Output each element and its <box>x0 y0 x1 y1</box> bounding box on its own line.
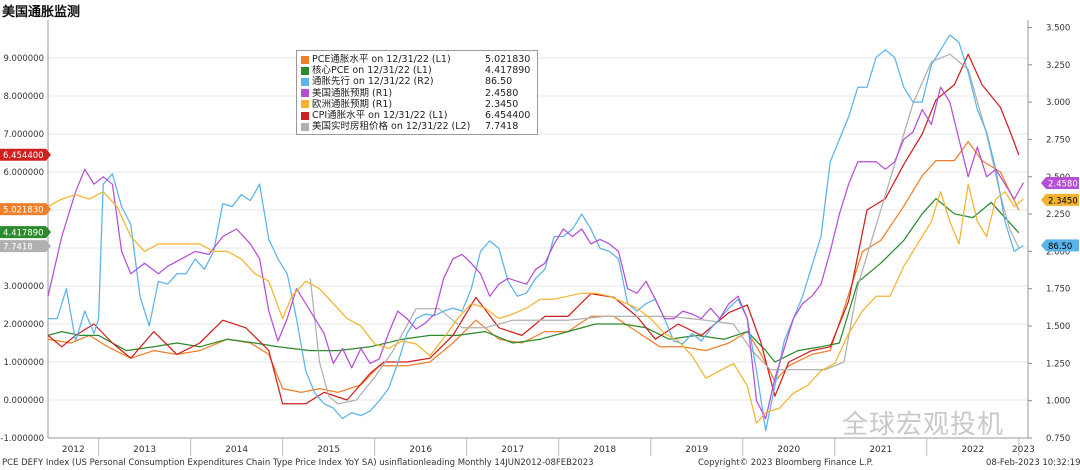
x-tick-label: 2017 <box>501 445 524 455</box>
right-end-label: 86.50 <box>1048 242 1072 252</box>
legend-swatch <box>301 122 309 131</box>
x-tick-label: 2021 <box>869 445 892 455</box>
legend-value: 7.7418 <box>485 121 519 133</box>
right-tick-label: 3.000 <box>1046 98 1070 108</box>
footer-source: PCE DEFY Index (US Personal Consumption … <box>2 458 594 468</box>
legend-label: 核心PCE on 12/31/22 (L1) <box>312 65 432 77</box>
legend-label: CPI通胀水平 on 12/31/22 (L1) <box>312 110 448 122</box>
x-tick-label: 2016 <box>409 445 432 455</box>
legend-swatch <box>301 55 309 64</box>
series-line <box>48 34 1024 432</box>
chart-footer: PCE DEFY Index (US Personal Consumption … <box>0 458 1080 470</box>
left-tick-label: -1.000000 <box>0 434 44 444</box>
x-tick-label: 2018 <box>593 445 616 455</box>
left-end-label: 4.417890 <box>3 229 44 239</box>
x-tick-label: 2022 <box>961 445 984 455</box>
legend-item: CPI通胀水平 on 12/31/22 (L1) 6.454400 <box>301 110 533 121</box>
left-tick-label: 8.000000 <box>3 92 44 102</box>
series-line <box>47 86 1024 420</box>
x-tick-label: 2023 <box>1012 445 1035 455</box>
right-tick-label: 1.750 <box>1046 285 1070 295</box>
right-tick-label: 2.750 <box>1046 135 1070 145</box>
right-tick-label: 2.000 <box>1046 247 1070 257</box>
left-end-label: 7.7418 <box>3 243 33 253</box>
legend-label: 美国通胀预期 (R1) <box>312 87 393 99</box>
x-tick-label: 2015 <box>317 445 340 455</box>
left-tick-label: 9.000000 <box>3 54 44 64</box>
legend-label: PCE通胀水平 on 12/31/22 (L1) <box>312 54 451 65</box>
legend-value: 86.50 <box>485 76 513 88</box>
page-title: 美国通胀监测 <box>2 5 81 20</box>
legend-label: 欧洲通胀预期 (R1) <box>312 98 393 110</box>
legend-label: 美国实时房租价格 on 12/31/22 (L2) <box>312 121 471 133</box>
legend-swatch <box>301 111 309 120</box>
series-line <box>47 53 1020 405</box>
left-tick-label: 2.000000 <box>3 320 44 330</box>
series-line <box>309 53 1020 405</box>
legend-value: 2.3450 <box>485 98 519 110</box>
footer-timestamp: 08-Feb-2023 10:32:19 <box>986 458 1080 468</box>
left-end-label-pointer <box>46 226 51 239</box>
watermark-text: 全球宏观投机 <box>842 410 1005 440</box>
right-tick-label: 0.750 <box>1046 434 1070 444</box>
legend-item: 欧洲通胀预期 (R1) 2.3450 <box>301 99 533 110</box>
x-tick-label: 2013 <box>133 445 156 455</box>
left-end-label-pointer <box>46 148 51 161</box>
legend-swatch <box>301 100 309 109</box>
left-end-label-pointer <box>46 203 51 216</box>
right-end-label-box <box>1046 177 1079 190</box>
legend-value: 2.4580 <box>485 87 519 99</box>
legend-swatch <box>301 78 309 86</box>
x-tick-label: 2020 <box>777 445 800 455</box>
left-end-label: 5.021830 <box>3 206 44 216</box>
series-line <box>47 183 1024 424</box>
legend-item: 核心PCE on 12/31/22 (L1) 4.417890 <box>301 65 533 76</box>
right-tick-label: 3.500 <box>1046 23 1070 33</box>
series-line <box>47 197 1020 363</box>
legend-swatch <box>301 89 309 98</box>
legend-item: 通胀先行 on 12/31/22 (R2) 86.50 <box>301 76 533 87</box>
legend-value: 4.417890 <box>485 65 531 77</box>
right-tick-label: 1.250 <box>1046 359 1070 369</box>
left-end-label-box <box>0 240 46 253</box>
left-end-label-pointer <box>46 240 51 253</box>
legend-swatch <box>301 66 309 75</box>
x-tick-label: 2012 <box>62 445 85 455</box>
series-line <box>47 140 1020 394</box>
left-end-label: 6.454400 <box>3 151 44 161</box>
x-tick-label: 2019 <box>685 445 708 455</box>
legend-item: 美国实时房租价格 on 12/31/22 (L2) 7.7418 <box>301 121 533 132</box>
right-end-label-pointer <box>1041 193 1046 206</box>
left-tick-label: 7.000000 <box>3 130 44 140</box>
right-tick-label: 3.250 <box>1046 61 1070 71</box>
left-tick-label: 6.000000 <box>3 168 44 178</box>
right-end-label-pointer <box>1041 177 1046 190</box>
left-tick-label: 3.000000 <box>3 282 44 292</box>
right-end-label-box <box>1046 239 1079 252</box>
left-end-label-box <box>0 226 46 239</box>
legend-value: 6.454400 <box>485 110 531 122</box>
left-end-label-box <box>0 203 46 216</box>
right-tick-label: 2.250 <box>1046 210 1070 220</box>
left-end-label-box <box>0 148 46 161</box>
left-tick-label: 1.000000 <box>3 358 44 368</box>
legend-item: PCE通胀水平 on 12/31/22 (L1) 5.021830 <box>301 54 533 65</box>
legend-item: 美国通胀预期 (R1) 2.4580 <box>301 88 533 99</box>
right-end-label: 2.4580 <box>1048 180 1078 190</box>
legend-value: 5.021830 <box>485 54 531 65</box>
right-end-label-pointer <box>1041 239 1046 252</box>
legend-label: 通胀先行 on 12/31/22 (R2) <box>312 76 434 88</box>
right-end-label: 2.3450 <box>1048 196 1078 206</box>
chart-legend: PCE通胀水平 on 12/31/22 (L1) 5.021830 核心PCE on… <box>296 50 538 136</box>
left-tick-label: 0.000000 <box>3 396 44 406</box>
right-tick-label: 1.000 <box>1046 397 1070 407</box>
right-tick-label: 1.500 <box>1046 322 1070 332</box>
right-end-label-box <box>1046 193 1079 206</box>
x-tick-label: 2014 <box>225 445 248 455</box>
footer-copyright: Copyright© 2023 Bloomberg Finance L.P. <box>698 458 874 468</box>
